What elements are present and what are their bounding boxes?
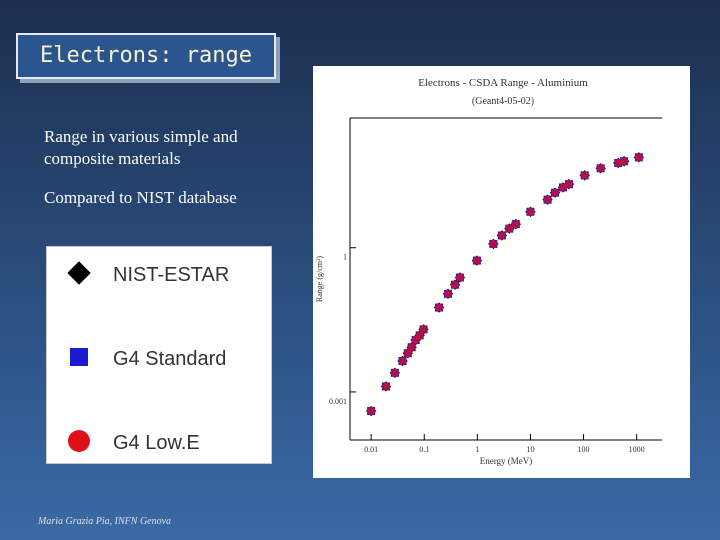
data-point [443,289,452,298]
data-point [367,407,376,416]
data-point [419,325,428,334]
x-tick-label: 100 [578,445,590,454]
data-point [472,256,481,265]
legend-marker [67,261,91,285]
data-point [564,180,573,189]
x-tick-label: 10 [526,445,534,454]
data-point [455,273,464,282]
data-point [634,153,643,162]
chart-background [313,66,690,478]
data-point [596,164,605,173]
data-point [580,171,589,180]
data-point [403,349,412,358]
data-point [526,207,535,216]
data-point [398,357,407,366]
slide-title: Electrons: range [16,33,276,79]
data-point [551,188,560,197]
data-point [451,280,460,289]
footer: Maria Grazia Pia, INFN Genova [38,516,172,527]
legend-marker [68,430,90,452]
data-point [489,239,498,248]
y-tick-label: 1 [343,253,347,262]
legend-label: NIST-ESTAR [113,264,229,286]
y-axis-label: Range (g/cm²) [315,256,324,302]
x-tick-label: 1 [475,445,479,454]
x-axis-label: Energy (MeV) [480,456,533,466]
data-point [558,183,567,192]
x-tick-label: 0.01 [364,445,378,454]
x-tick-label: 1000 [629,445,645,454]
legend-label: G4 Standard [113,348,226,370]
data-point [505,224,514,233]
bullet: Range in various simple and composite ma… [44,127,238,168]
x-tick-label: 0.1 [419,445,429,454]
legend-label: G4 Low.E [113,432,200,454]
data-point [407,343,416,352]
data-point [415,331,424,340]
data-point [511,220,520,229]
data-point [543,195,552,204]
data-point [435,303,444,312]
data-point [620,157,629,166]
legend: NIST-ESTAR G4 Standard G4 Low.E [46,246,272,464]
data-point [497,231,506,240]
bullet: Compared to NIST database [44,188,237,207]
chart-subtitle: (Geant4-05-02) [472,96,534,107]
data-point [381,382,390,391]
data-point [390,368,399,377]
chart-title: Electrons - CSDA Range - Aluminium [418,77,588,89]
y-tick-label: 0.001 [329,397,347,406]
chart: Electrons - CSDA Range - Aluminium (Geant… [313,66,690,478]
legend-marker [70,348,88,366]
